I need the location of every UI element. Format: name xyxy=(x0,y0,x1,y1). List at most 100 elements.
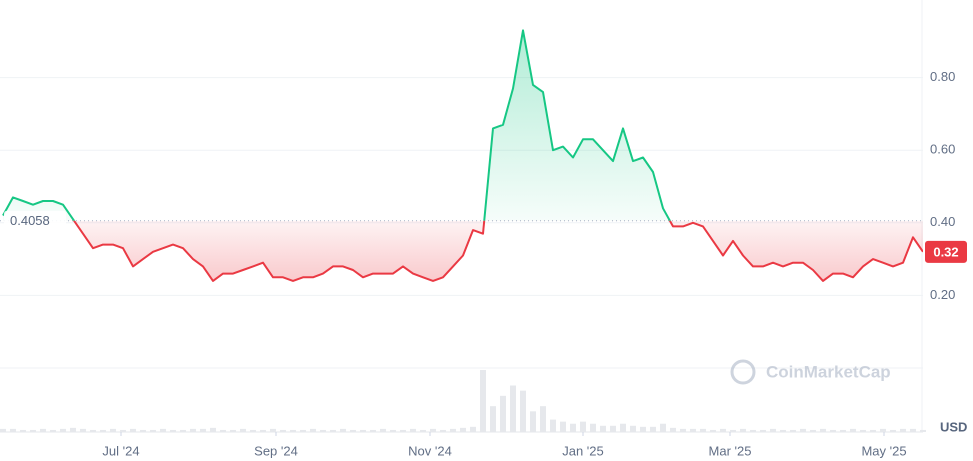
volume-bar xyxy=(90,429,96,432)
volume-bar xyxy=(760,429,766,432)
volume-bar xyxy=(510,385,516,432)
x-tick-label: Mar '25 xyxy=(709,443,752,458)
area xyxy=(3,30,923,281)
volume-bar xyxy=(840,429,846,432)
volume-bar xyxy=(480,370,486,432)
area-up xyxy=(3,30,670,221)
volume-bar xyxy=(500,395,506,432)
volume-bar xyxy=(0,428,6,432)
volume-bar xyxy=(370,429,376,432)
volume-bar xyxy=(210,427,216,432)
volume-bar xyxy=(240,428,246,432)
y-tick-label: 0.20 xyxy=(930,287,955,302)
volume-bar xyxy=(820,428,826,432)
watermark: CoinMarketCap xyxy=(730,359,891,385)
volume-bar xyxy=(190,428,196,432)
volume-bar xyxy=(150,429,156,432)
volume-bar xyxy=(580,421,586,432)
volume-bar xyxy=(110,428,116,432)
volume-bar xyxy=(790,429,796,432)
volume-bar xyxy=(920,429,926,432)
volume-bar xyxy=(620,423,626,432)
volume-bar xyxy=(300,429,306,432)
volume-bar xyxy=(850,428,856,432)
volume-bar xyxy=(770,428,776,432)
volume-bar xyxy=(400,429,406,432)
volume-bar xyxy=(160,428,166,432)
volume-bar xyxy=(30,429,36,432)
volume-bar xyxy=(260,429,266,432)
volume-bar xyxy=(140,429,146,432)
line xyxy=(0,29,923,282)
volume-bar xyxy=(180,429,186,432)
volume-bar xyxy=(830,429,836,432)
volume-bar xyxy=(810,429,816,432)
volume-bar xyxy=(600,425,606,432)
watermark-logo xyxy=(730,359,756,385)
labels: CoinMarketCap USD 0.20 0.40 0.60 0.80 Jul '2… xyxy=(4,69,967,458)
volume-bar xyxy=(310,428,316,432)
volume-bar xyxy=(680,428,686,432)
volume-bar xyxy=(200,428,206,432)
volume-bar xyxy=(450,428,456,432)
volume-bar xyxy=(670,427,676,432)
volume-bar xyxy=(700,428,706,432)
volume-bar xyxy=(420,429,426,432)
volume-bar xyxy=(890,429,896,432)
volume-bar xyxy=(780,429,786,432)
volume-bar xyxy=(740,428,746,432)
volume-bar xyxy=(80,428,86,432)
volume-bar xyxy=(520,390,526,432)
y-tick-label: 0.80 xyxy=(930,69,955,84)
volume-bar xyxy=(410,428,416,432)
y-tick-label: 0.60 xyxy=(930,142,955,157)
volume xyxy=(0,370,926,432)
volume-bar xyxy=(220,429,226,432)
volume-bar xyxy=(40,428,46,432)
volume-bar xyxy=(750,429,756,432)
x-tick-label: Jan '25 xyxy=(562,443,604,458)
x-tick-label: Jul '24 xyxy=(102,443,139,458)
baseline-label-box xyxy=(4,210,66,231)
volume-bar xyxy=(10,428,16,432)
volume-bar xyxy=(70,427,76,432)
volume-bar xyxy=(460,427,466,432)
volume-bar xyxy=(910,428,916,432)
volume-bar xyxy=(860,429,866,432)
volume-bar xyxy=(170,429,176,432)
volume-bar xyxy=(560,421,566,432)
volume-bar xyxy=(20,429,26,432)
volume-bar xyxy=(650,426,656,432)
volume-bar xyxy=(630,425,636,432)
baseline-label: 0.4058 xyxy=(10,213,50,228)
volume-bar xyxy=(350,429,356,432)
volume-bar xyxy=(720,428,726,432)
volume-bar xyxy=(130,428,136,432)
volume-bar xyxy=(390,429,396,432)
price-line-down xyxy=(72,220,923,282)
volume-bar xyxy=(800,428,806,432)
volume-bar xyxy=(730,429,736,432)
x-tick-label: Sep '24 xyxy=(254,443,298,458)
watermark-text: CoinMarketCap xyxy=(766,362,891,381)
volume-bar xyxy=(490,406,496,432)
volume-bar xyxy=(430,428,436,432)
volume-bar xyxy=(250,429,256,432)
volume-bar xyxy=(360,429,366,432)
volume-bar xyxy=(660,423,666,432)
volume-bar xyxy=(470,426,476,432)
volume-bar xyxy=(230,429,236,432)
volume-bar xyxy=(440,429,446,432)
volume-bar xyxy=(690,428,696,432)
volume-bar xyxy=(290,429,296,432)
price-label: 0.32 xyxy=(933,244,958,259)
volume-bar xyxy=(710,429,716,432)
volume-bar xyxy=(570,423,576,432)
volume-bar xyxy=(330,429,336,432)
volume-bar xyxy=(100,429,106,432)
volume-bar xyxy=(530,411,536,432)
volume-bar xyxy=(270,428,276,432)
volume-bar xyxy=(320,429,326,432)
volume-bar xyxy=(380,428,386,432)
